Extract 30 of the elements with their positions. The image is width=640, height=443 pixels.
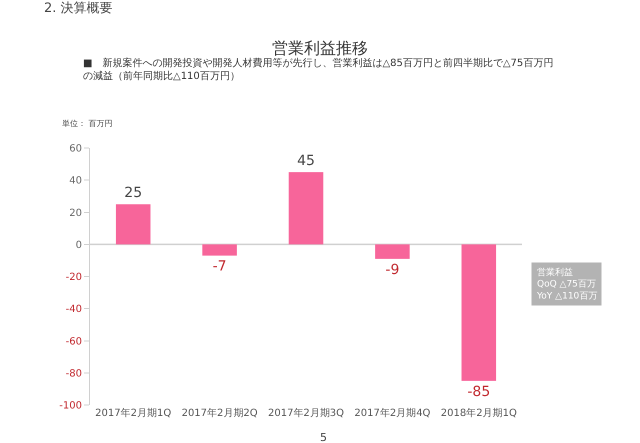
- x-tick-label: 2017年2月期2Q: [182, 407, 258, 419]
- bar: [462, 244, 496, 381]
- y-tick-label: 60: [69, 144, 82, 154]
- y-tick-label: -100: [59, 400, 82, 412]
- text: 5: [320, 431, 327, 443]
- y-tick-label: 0: [76, 240, 82, 251]
- x-tick-label: 2017年2月期4Q: [354, 407, 431, 419]
- y-tick-label: -60: [66, 336, 82, 348]
- x-tick-label: 2018年2月期1Q: [440, 407, 517, 419]
- x-tick-label: 2017年2月期1Q: [95, 407, 172, 419]
- y-tick-label: 40: [69, 176, 82, 187]
- chart-title: 営業利益推移: [272, 38, 368, 58]
- y-tick-label: 20: [69, 208, 82, 219]
- text: 2. 決算概要: [44, 1, 113, 16]
- text: 営業利益 QoQ △75百万 YoY △110百万: [536, 267, 598, 302]
- data-label: -9: [385, 262, 400, 278]
- data-label: -7: [212, 258, 227, 275]
- data-label: 25: [124, 185, 142, 202]
- y-tick-label: -20: [66, 272, 82, 283]
- bar: [116, 204, 150, 244]
- data-label: 45: [297, 153, 315, 170]
- y-tick-label: -40: [66, 304, 82, 316]
- bar: [375, 244, 410, 259]
- chart-subtitle: ■ 新規案件への開発投資や開発人材費用等が先行し、営業利益は△85百万円と前四半期比で△75百万円の減益（前年同期比△110百万円）: [83, 57, 554, 82]
- bar: [202, 244, 237, 256]
- data-label: -85: [467, 384, 490, 400]
- bar: [288, 172, 324, 244]
- text: 単位： 百万円: [62, 119, 113, 128]
- x-tick-label: 2017年2月期3Q: [268, 407, 344, 419]
- y-tick-label: -80: [66, 368, 82, 380]
